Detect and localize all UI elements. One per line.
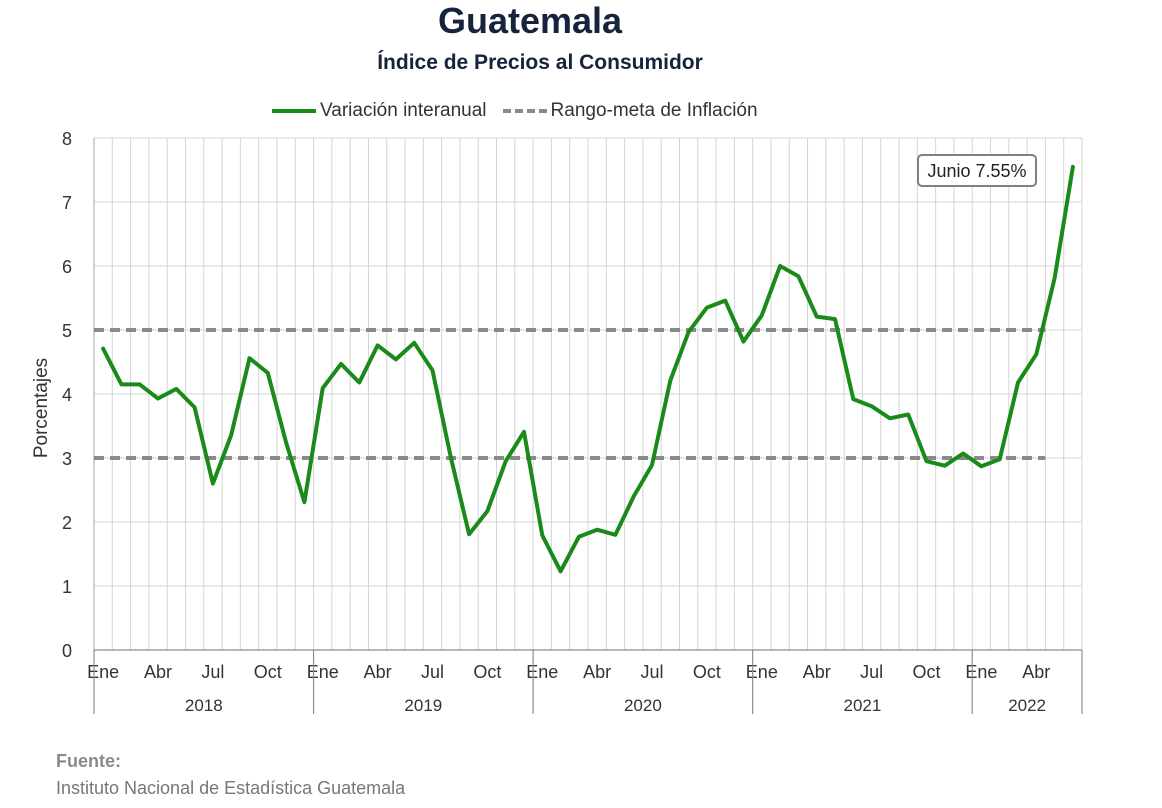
x-tick-label: Ene [526, 662, 558, 682]
x-tick-label: Abr [583, 662, 611, 682]
legend-label-series: Variación interanual [320, 100, 487, 121]
year-label: 2021 [844, 696, 882, 715]
year-label: 2018 [185, 696, 223, 715]
y-tick-label: 5 [62, 321, 72, 341]
chart-title: Guatemala [437, 0, 623, 41]
x-tick-label: Jul [641, 662, 664, 682]
x-tick-label: Jul [860, 662, 883, 682]
year-label: 2019 [404, 696, 442, 715]
x-tick-label: Abr [144, 662, 172, 682]
legend-item-series: Variación interanual [272, 100, 487, 122]
y-tick-label: 8 [62, 129, 72, 149]
y-tick-label: 7 [62, 193, 72, 213]
y-axis-label: Porcentajes [31, 358, 52, 458]
chart-subtitle: Índice de Precios al Consumidor [377, 51, 703, 74]
legend-item-band: Rango-meta de Inflación [502, 100, 758, 122]
legend-label-band: Rango-meta de Inflación [550, 100, 758, 121]
x-tick-label: Ene [307, 662, 339, 682]
source-label: Fuente: [56, 751, 121, 771]
x-tick-label: Oct [912, 662, 940, 682]
y-tick-label: 0 [62, 641, 72, 661]
x-tick-label: Ene [965, 662, 997, 682]
x-tick-label: Abr [1022, 662, 1050, 682]
year-label: 2022 [1008, 696, 1046, 715]
x-tick-label: Oct [254, 662, 282, 682]
y-tick-label: 1 [62, 577, 72, 597]
y-tick-label: 4 [62, 385, 72, 405]
chart-canvas: 0 1 2 3 4 5 6 7 8 Porcentajes Ene Abr Jul Oct Ene Abr Ju… [31, 129, 1083, 715]
y-tick-label: 2 [62, 513, 72, 533]
legend-swatch-band [502, 109, 547, 113]
x-tick-label: Jul [421, 662, 444, 682]
year-label: 2020 [624, 696, 662, 715]
x-tick-label: Oct [473, 662, 501, 682]
x-tick-label: Oct [693, 662, 721, 682]
x-tick-label: Ene [746, 662, 778, 682]
x-tick-label: Ene [87, 662, 119, 682]
x-tick-label: Abr [803, 662, 831, 682]
x-tick-label: Abr [364, 662, 392, 682]
annotation-label: Junio 7.55% [927, 161, 1026, 181]
y-tick-label: 3 [62, 449, 72, 469]
legend-swatch-series [272, 109, 316, 113]
x-tick-label: Jul [201, 662, 224, 682]
annotation-box [917, 154, 1037, 187]
source-text: Instituto Nacional de Estadística Guatem… [56, 778, 406, 798]
series-line-variacion [101, 164, 1075, 574]
y-tick-label: 6 [62, 257, 72, 277]
legend: Variación interanual Rango-meta de Infla… [272, 98, 774, 124]
